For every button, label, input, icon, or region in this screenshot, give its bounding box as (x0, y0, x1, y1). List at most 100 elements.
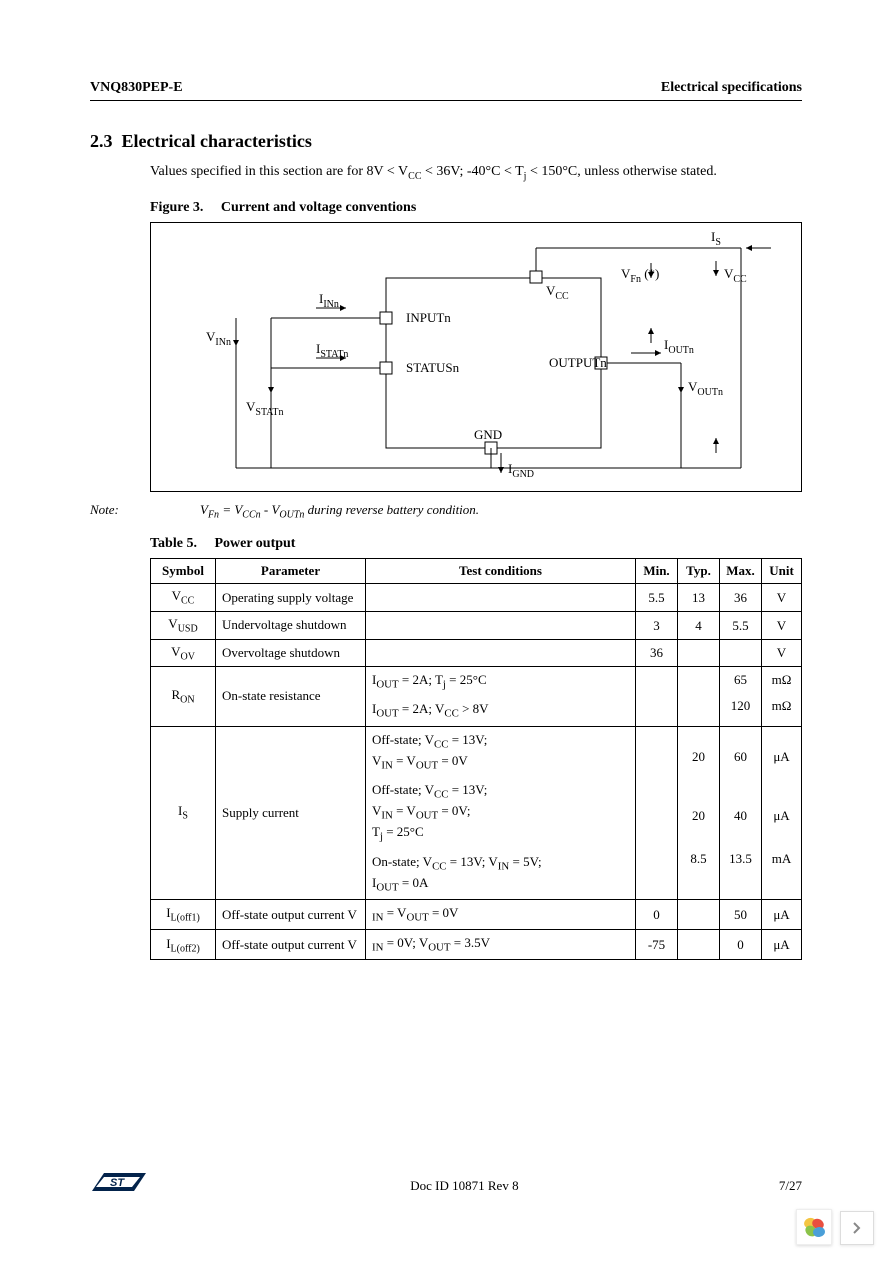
note-formula: VFn = VCCn - VOUTn during reverse batter… (200, 502, 479, 521)
cell-symbol: IL(off1) (151, 900, 216, 930)
table-row: IL(off2)Off-state output current VIN = 0… (151, 930, 802, 960)
section-number: 2.3 (90, 131, 113, 151)
cell-parameter: Supply current (216, 726, 366, 899)
cell-parameter: On-state resistance (216, 667, 366, 726)
cell-max (720, 639, 762, 667)
header-left: VNQ830PEP-E (90, 80, 183, 96)
is-label: IS (711, 229, 721, 248)
intro-mid1: < 36V; -40°C < T (422, 164, 524, 179)
status-pin (380, 362, 392, 374)
page-header: VNQ830PEP-E Electrical specifications (90, 80, 802, 101)
figure-caption: Current and voltage conventions (221, 200, 416, 215)
th-symbol: Symbol (151, 559, 216, 584)
table-row: VCCOperating supply voltage 5.51336V (151, 584, 802, 612)
vcc-right-label: VCC (724, 266, 747, 285)
voutn-label: VOUTn (688, 379, 723, 398)
table-row: ISSupply currentOff-state; VCC = 13V;VIN… (151, 726, 802, 899)
th-conditions: Test conditions (366, 559, 636, 584)
cell-typ (678, 930, 720, 960)
cell-parameter: Overvoltage shutdown (216, 639, 366, 667)
istatn-label: ISTATn (316, 341, 348, 360)
st-logo: ST (90, 1169, 150, 1203)
cell-symbol: VCC (151, 584, 216, 612)
cell-max: 5.5 (720, 611, 762, 639)
note-label: Note: (90, 502, 200, 521)
th-unit: Unit (762, 559, 802, 584)
cell-unit: mΩmΩ (762, 667, 802, 726)
outputn-label: OUTPUTn (549, 355, 607, 370)
note-row: Note: VFn = VCCn - VOUTn during reverse … (90, 502, 802, 521)
cell-unit: V (762, 639, 802, 667)
cell-unit: V (762, 611, 802, 639)
th-max: Max. (720, 559, 762, 584)
gnd-label: GND (474, 427, 502, 442)
statusn-label: STATUSn (406, 360, 460, 375)
doc-id: Doc ID 10871 Rev 8 (410, 1178, 518, 1194)
intro-suffix: < 150°C, unless otherwise stated. (526, 164, 716, 179)
cell-conditions: IN = 0V; VOUT = 3.5V (366, 930, 636, 960)
figure-diagram: VCC IS VFn (*) VCC INPUTn IINn (150, 222, 802, 492)
cell-typ: 20208.5 (678, 726, 720, 899)
cell-max: 50 (720, 900, 762, 930)
intro-prefix: Values specified in this section are for… (150, 164, 408, 179)
vcc-pin (530, 271, 542, 283)
cell-max: 65120 (720, 667, 762, 726)
cell-typ: 4 (678, 611, 720, 639)
th-min: Min. (636, 559, 678, 584)
cell-min: 5.5 (636, 584, 678, 612)
ioutn-label: IOUTn (664, 337, 694, 356)
vfn-label: VFn (*) (621, 266, 659, 285)
table-row: VOVOvervoltage shutdown 36 V (151, 639, 802, 667)
cell-parameter: Off-state output current V (216, 900, 366, 930)
intro-text: Values specified in this section are for… (150, 162, 802, 184)
ignd-label: IGND (508, 461, 534, 480)
flower-icon (796, 1209, 832, 1245)
cell-min (636, 667, 678, 726)
power-output-table: Symbol Parameter Test conditions Min. Ty… (150, 558, 802, 960)
diagram-svg: VCC IS VFn (*) VCC INPUTn IINn (151, 223, 801, 491)
next-page-button[interactable] (840, 1211, 874, 1245)
cell-unit: μA (762, 930, 802, 960)
cell-parameter: Operating supply voltage (216, 584, 366, 612)
table-row: IL(off1)Off-state output current VIN = V… (151, 900, 802, 930)
table-title-row: Table 5. Power output (150, 536, 802, 552)
intro-sub1: CC (408, 171, 421, 182)
header-right: Electrical specifications (661, 80, 802, 96)
cell-min: 36 (636, 639, 678, 667)
cell-typ: 13 (678, 584, 720, 612)
table-header-row: Symbol Parameter Test conditions Min. Ty… (151, 559, 802, 584)
cell-symbol: VOV (151, 639, 216, 667)
vcc-pin-label: VCC (546, 283, 569, 302)
cell-conditions: IN = VOUT = 0V (366, 900, 636, 930)
section-name: Electrical characteristics (122, 131, 312, 151)
input-pin (380, 312, 392, 324)
cell-unit: V (762, 584, 802, 612)
cell-symbol: IL(off2) (151, 930, 216, 960)
figure-label: Figure 3. (150, 200, 203, 215)
table-row: RONOn-state resistanceIOUT = 2A; Tj = 25… (151, 667, 802, 726)
page-footer: ST Doc ID 10871 Rev 8 7/27 (0, 1169, 892, 1203)
table-caption: Power output (214, 536, 295, 551)
figure-title-row: Figure 3. Current and voltage convention… (150, 200, 802, 216)
cell-max: 36 (720, 584, 762, 612)
cell-unit: μAμAmA (762, 726, 802, 899)
iinn-label: IINn (319, 291, 339, 310)
th-typ: Typ. (678, 559, 720, 584)
cell-conditions: Off-state; VCC = 13V;VIN = VOUT = 0VOff-… (366, 726, 636, 899)
cell-conditions (366, 639, 636, 667)
cell-max: 0 (720, 930, 762, 960)
cell-unit: μA (762, 900, 802, 930)
cell-min: -75 (636, 930, 678, 960)
th-parameter: Parameter (216, 559, 366, 584)
cell-max: 604013.5 (720, 726, 762, 899)
chevron-right-icon (851, 1221, 863, 1235)
cell-min: 0 (636, 900, 678, 930)
cell-symbol: VUSD (151, 611, 216, 639)
cell-parameter: Off-state output current V (216, 930, 366, 960)
page-number: 7/27 (779, 1178, 802, 1194)
svg-text:ST: ST (110, 1177, 125, 1189)
cell-conditions: IOUT = 2A; Tj = 25°CIOUT = 2A; VCC > 8V (366, 667, 636, 726)
vinn-label: VINn (206, 329, 231, 348)
cell-typ (678, 900, 720, 930)
table-label: Table 5. (150, 536, 197, 551)
